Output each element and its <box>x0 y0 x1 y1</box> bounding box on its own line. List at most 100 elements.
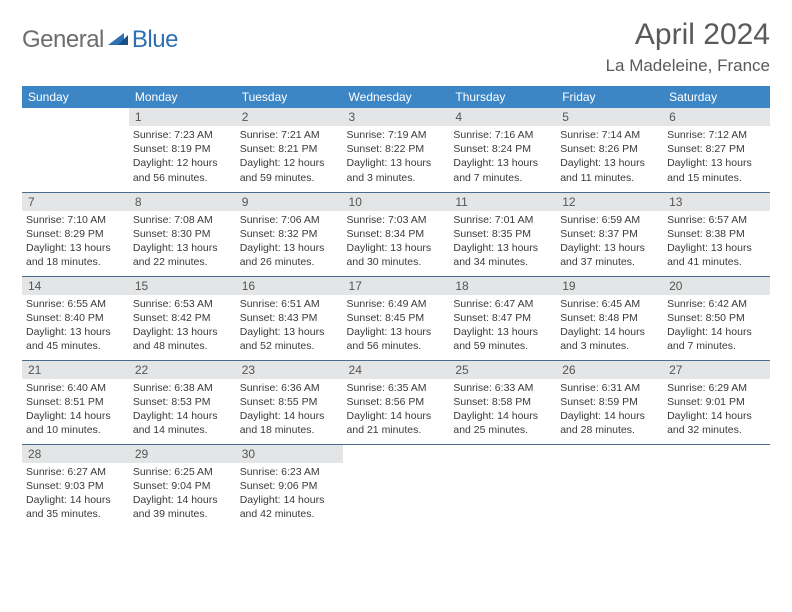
title-block: April 2024 La Madeleine, France <box>606 18 770 76</box>
day-number <box>663 445 770 449</box>
day-number <box>343 445 450 449</box>
calendar-day-cell: 11Sunrise: 7:01 AMSunset: 8:35 PMDayligh… <box>449 192 556 276</box>
calendar-day-cell <box>449 444 556 528</box>
calendar-day-cell: 28Sunrise: 6:27 AMSunset: 9:03 PMDayligh… <box>22 444 129 528</box>
day-number: 12 <box>556 193 663 211</box>
day-details: Sunrise: 7:01 AMSunset: 8:35 PMDaylight:… <box>449 211 556 270</box>
calendar-day-cell <box>556 444 663 528</box>
day-details: Sunrise: 6:59 AMSunset: 8:37 PMDaylight:… <box>556 211 663 270</box>
day-number: 6 <box>663 108 770 126</box>
calendar-day-cell: 1Sunrise: 7:23 AMSunset: 8:19 PMDaylight… <box>129 108 236 192</box>
calendar-week-row: 14Sunrise: 6:55 AMSunset: 8:40 PMDayligh… <box>22 276 770 360</box>
day-number: 22 <box>129 361 236 379</box>
day-details: Sunrise: 6:31 AMSunset: 8:59 PMDaylight:… <box>556 379 663 438</box>
day-number: 29 <box>129 445 236 463</box>
calendar-day-cell: 6Sunrise: 7:12 AMSunset: 8:27 PMDaylight… <box>663 108 770 192</box>
calendar-header-row: SundayMondayTuesdayWednesdayThursdayFrid… <box>22 86 770 108</box>
day-details: Sunrise: 7:16 AMSunset: 8:24 PMDaylight:… <box>449 126 556 185</box>
weekday-header: Sunday <box>22 86 129 108</box>
day-number: 19 <box>556 277 663 295</box>
calendar-day-cell <box>22 108 129 192</box>
day-number: 3 <box>343 108 450 126</box>
weekday-header: Saturday <box>663 86 770 108</box>
day-details: Sunrise: 6:33 AMSunset: 8:58 PMDaylight:… <box>449 379 556 438</box>
day-number: 11 <box>449 193 556 211</box>
day-details: Sunrise: 7:03 AMSunset: 8:34 PMDaylight:… <box>343 211 450 270</box>
day-number <box>22 108 129 112</box>
day-number: 25 <box>449 361 556 379</box>
header: General Blue April 2024 La Madeleine, Fr… <box>22 18 770 76</box>
calendar-day-cell: 26Sunrise: 6:31 AMSunset: 8:59 PMDayligh… <box>556 360 663 444</box>
day-details: Sunrise: 7:08 AMSunset: 8:30 PMDaylight:… <box>129 211 236 270</box>
arrow-icon <box>108 29 128 52</box>
day-number: 28 <box>22 445 129 463</box>
calendar-day-cell: 22Sunrise: 6:38 AMSunset: 8:53 PMDayligh… <box>129 360 236 444</box>
day-details: Sunrise: 6:49 AMSunset: 8:45 PMDaylight:… <box>343 295 450 354</box>
calendar-week-row: 7Sunrise: 7:10 AMSunset: 8:29 PMDaylight… <box>22 192 770 276</box>
day-number: 27 <box>663 361 770 379</box>
day-number: 10 <box>343 193 450 211</box>
day-details: Sunrise: 6:55 AMSunset: 8:40 PMDaylight:… <box>22 295 129 354</box>
day-number: 21 <box>22 361 129 379</box>
day-details: Sunrise: 6:57 AMSunset: 8:38 PMDaylight:… <box>663 211 770 270</box>
day-number: 14 <box>22 277 129 295</box>
calendar-day-cell: 17Sunrise: 6:49 AMSunset: 8:45 PMDayligh… <box>343 276 450 360</box>
calendar-day-cell: 12Sunrise: 6:59 AMSunset: 8:37 PMDayligh… <box>556 192 663 276</box>
calendar-day-cell: 27Sunrise: 6:29 AMSunset: 9:01 PMDayligh… <box>663 360 770 444</box>
calendar-day-cell: 7Sunrise: 7:10 AMSunset: 8:29 PMDaylight… <box>22 192 129 276</box>
day-number: 13 <box>663 193 770 211</box>
calendar-day-cell: 10Sunrise: 7:03 AMSunset: 8:34 PMDayligh… <box>343 192 450 276</box>
calendar-day-cell: 23Sunrise: 6:36 AMSunset: 8:55 PMDayligh… <box>236 360 343 444</box>
day-number: 7 <box>22 193 129 211</box>
day-number <box>449 445 556 449</box>
calendar-page: General Blue April 2024 La Madeleine, Fr… <box>0 0 792 546</box>
day-number <box>556 445 663 449</box>
calendar-day-cell: 4Sunrise: 7:16 AMSunset: 8:24 PMDaylight… <box>449 108 556 192</box>
day-details: Sunrise: 6:42 AMSunset: 8:50 PMDaylight:… <box>663 295 770 354</box>
calendar-day-cell: 2Sunrise: 7:21 AMSunset: 8:21 PMDaylight… <box>236 108 343 192</box>
day-number: 20 <box>663 277 770 295</box>
calendar-day-cell: 19Sunrise: 6:45 AMSunset: 8:48 PMDayligh… <box>556 276 663 360</box>
calendar-day-cell: 16Sunrise: 6:51 AMSunset: 8:43 PMDayligh… <box>236 276 343 360</box>
day-details: Sunrise: 7:23 AMSunset: 8:19 PMDaylight:… <box>129 126 236 185</box>
day-details: Sunrise: 6:23 AMSunset: 9:06 PMDaylight:… <box>236 463 343 522</box>
day-number: 16 <box>236 277 343 295</box>
day-number: 24 <box>343 361 450 379</box>
day-details: Sunrise: 6:47 AMSunset: 8:47 PMDaylight:… <box>449 295 556 354</box>
day-details: Sunrise: 6:35 AMSunset: 8:56 PMDaylight:… <box>343 379 450 438</box>
day-number: 18 <box>449 277 556 295</box>
day-details: Sunrise: 6:27 AMSunset: 9:03 PMDaylight:… <box>22 463 129 522</box>
calendar-day-cell: 14Sunrise: 6:55 AMSunset: 8:40 PMDayligh… <box>22 276 129 360</box>
day-number: 15 <box>129 277 236 295</box>
location-label: La Madeleine, France <box>606 56 770 76</box>
calendar-day-cell: 20Sunrise: 6:42 AMSunset: 8:50 PMDayligh… <box>663 276 770 360</box>
day-details: Sunrise: 6:53 AMSunset: 8:42 PMDaylight:… <box>129 295 236 354</box>
calendar-day-cell: 3Sunrise: 7:19 AMSunset: 8:22 PMDaylight… <box>343 108 450 192</box>
calendar-day-cell: 8Sunrise: 7:08 AMSunset: 8:30 PMDaylight… <box>129 192 236 276</box>
weekday-header: Friday <box>556 86 663 108</box>
page-title: April 2024 <box>606 18 770 52</box>
calendar-week-row: 21Sunrise: 6:40 AMSunset: 8:51 PMDayligh… <box>22 360 770 444</box>
day-details: Sunrise: 7:14 AMSunset: 8:26 PMDaylight:… <box>556 126 663 185</box>
brand-part2: Blue <box>132 26 178 54</box>
weekday-header: Monday <box>129 86 236 108</box>
day-details: Sunrise: 6:38 AMSunset: 8:53 PMDaylight:… <box>129 379 236 438</box>
day-details: Sunrise: 6:51 AMSunset: 8:43 PMDaylight:… <box>236 295 343 354</box>
brand-logo: General Blue <box>22 26 178 54</box>
day-details: Sunrise: 7:06 AMSunset: 8:32 PMDaylight:… <box>236 211 343 270</box>
day-number: 1 <box>129 108 236 126</box>
weekday-header: Tuesday <box>236 86 343 108</box>
calendar-day-cell: 21Sunrise: 6:40 AMSunset: 8:51 PMDayligh… <box>22 360 129 444</box>
day-number: 8 <box>129 193 236 211</box>
calendar-table: SundayMondayTuesdayWednesdayThursdayFrid… <box>22 86 770 528</box>
calendar-day-cell: 30Sunrise: 6:23 AMSunset: 9:06 PMDayligh… <box>236 444 343 528</box>
day-details: Sunrise: 7:10 AMSunset: 8:29 PMDaylight:… <box>22 211 129 270</box>
calendar-day-cell: 9Sunrise: 7:06 AMSunset: 8:32 PMDaylight… <box>236 192 343 276</box>
day-details: Sunrise: 7:21 AMSunset: 8:21 PMDaylight:… <box>236 126 343 185</box>
calendar-day-cell: 25Sunrise: 6:33 AMSunset: 8:58 PMDayligh… <box>449 360 556 444</box>
day-number: 5 <box>556 108 663 126</box>
day-number: 9 <box>236 193 343 211</box>
day-details: Sunrise: 6:36 AMSunset: 8:55 PMDaylight:… <box>236 379 343 438</box>
day-details: Sunrise: 6:40 AMSunset: 8:51 PMDaylight:… <box>22 379 129 438</box>
day-number: 30 <box>236 445 343 463</box>
